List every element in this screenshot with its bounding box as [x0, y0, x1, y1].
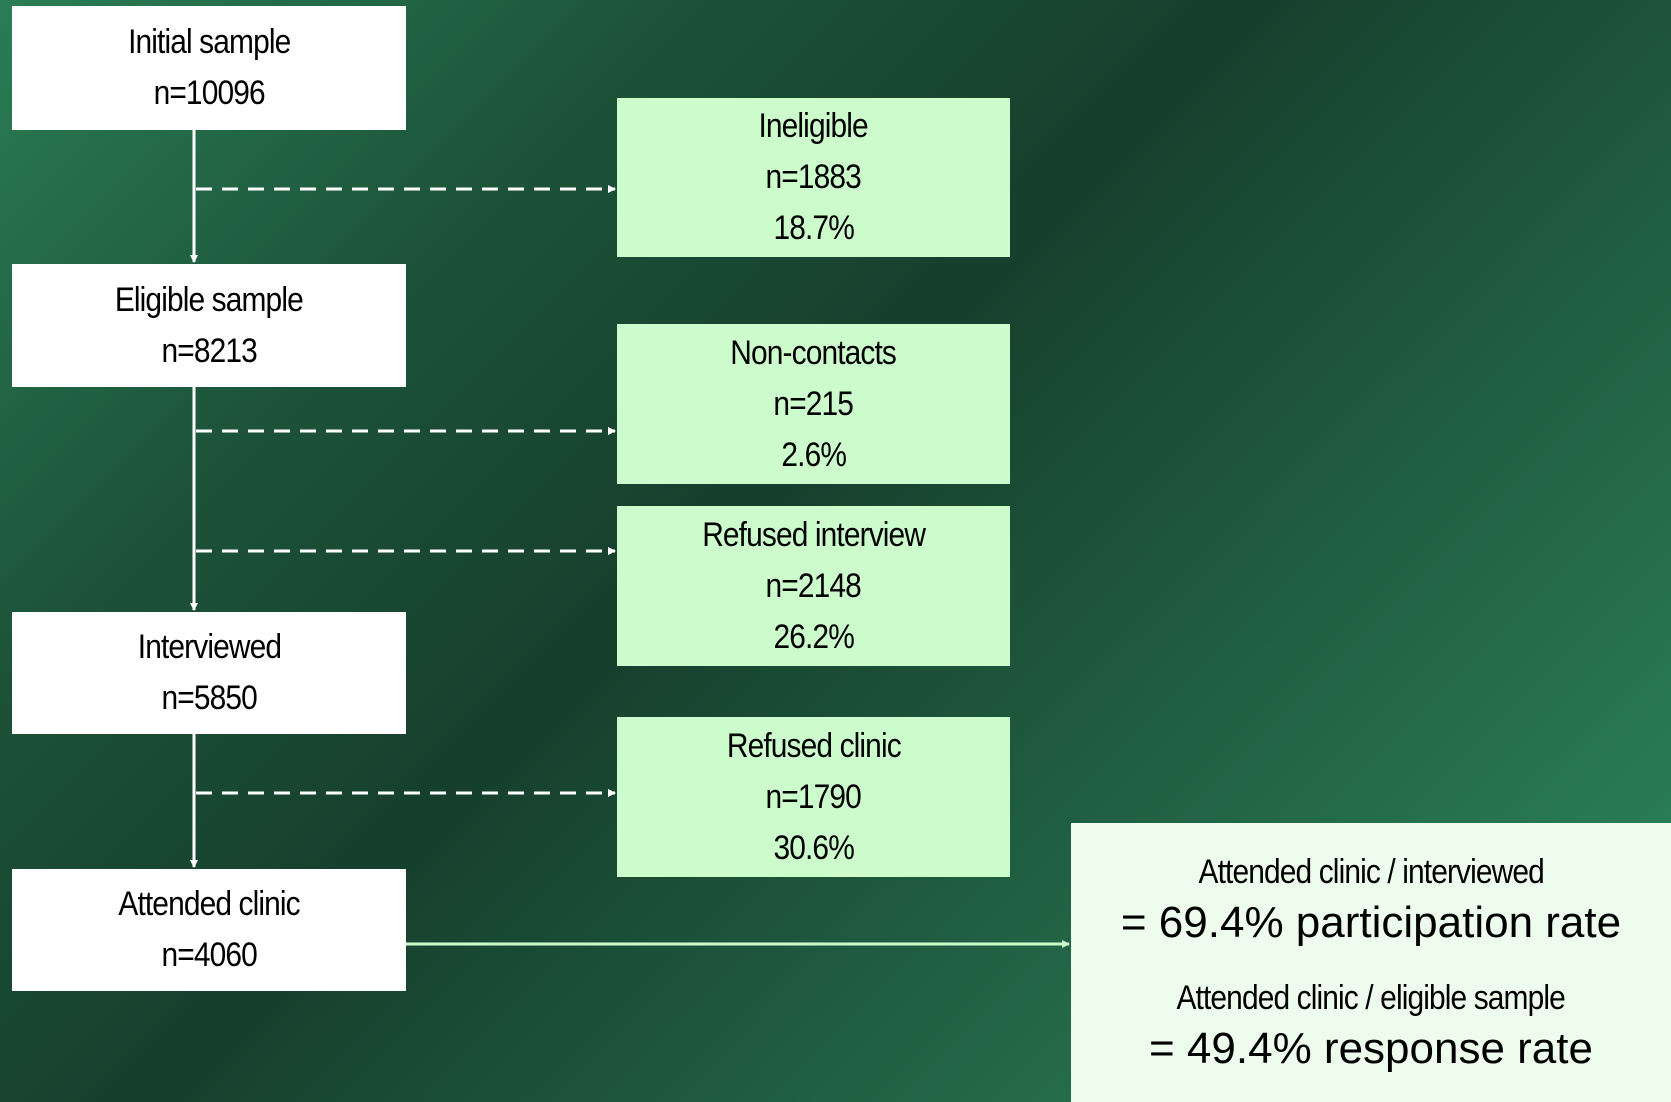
result-box: Attended clinic / interviewed = 69.4% pa… — [1071, 823, 1671, 1102]
exclusion-count: n=215 — [773, 384, 855, 423]
exclusion-label: Non-contacts — [730, 333, 898, 372]
stage-count: n=5850 — [161, 679, 257, 717]
exclusion-count: n=1790 — [765, 777, 862, 816]
stage-count: n=8213 — [161, 331, 257, 370]
stage-box: Interviewed n=5850 — [12, 612, 406, 734]
exclusion-label: Refused interview — [702, 515, 926, 554]
exclusion-count: n=1883 — [765, 158, 862, 196]
stage-box: Attended clinic n=4060 — [12, 869, 406, 991]
exclusion-box: Ineligible n=1883 18.7% — [617, 98, 1010, 257]
stage-box: Eligible sample n=8213 — [12, 264, 406, 387]
exclusion-label: Ineligible — [758, 107, 869, 145]
exclusion-label: Refused clinic — [726, 726, 902, 765]
exclusion-box: Non-contacts n=215 2.6% — [617, 324, 1010, 484]
exclusion-percent: 18.7% — [773, 209, 854, 247]
exclusion-percent: 30.6% — [773, 828, 854, 867]
result-ratio: Attended clinic / eligible sample — [1176, 978, 1566, 1017]
stage-label: Attended clinic — [118, 885, 300, 923]
exclusion-box: Refused clinic n=1790 30.6% — [617, 717, 1010, 877]
exclusion-percent: 2.6% — [781, 435, 847, 474]
stage-label: Initial sample — [127, 23, 291, 61]
exclusion-percent: 26.2% — [773, 617, 854, 656]
stage-count: n=4060 — [161, 936, 257, 974]
stage-box: Initial sample n=10096 — [12, 6, 406, 130]
result-ratio: Attended clinic / interviewed — [1198, 852, 1544, 891]
stage-count: n=10096 — [153, 74, 265, 112]
result-rate: = 49.4% response rate — [1149, 1023, 1593, 1073]
result-rate: = 69.4% participation rate — [1120, 897, 1622, 947]
stage-label: Eligible sample — [114, 280, 304, 319]
stage-label: Interviewed — [137, 628, 281, 666]
exclusion-box: Refused interview n=2148 26.2% — [617, 506, 1010, 666]
exclusion-count: n=2148 — [765, 566, 862, 605]
